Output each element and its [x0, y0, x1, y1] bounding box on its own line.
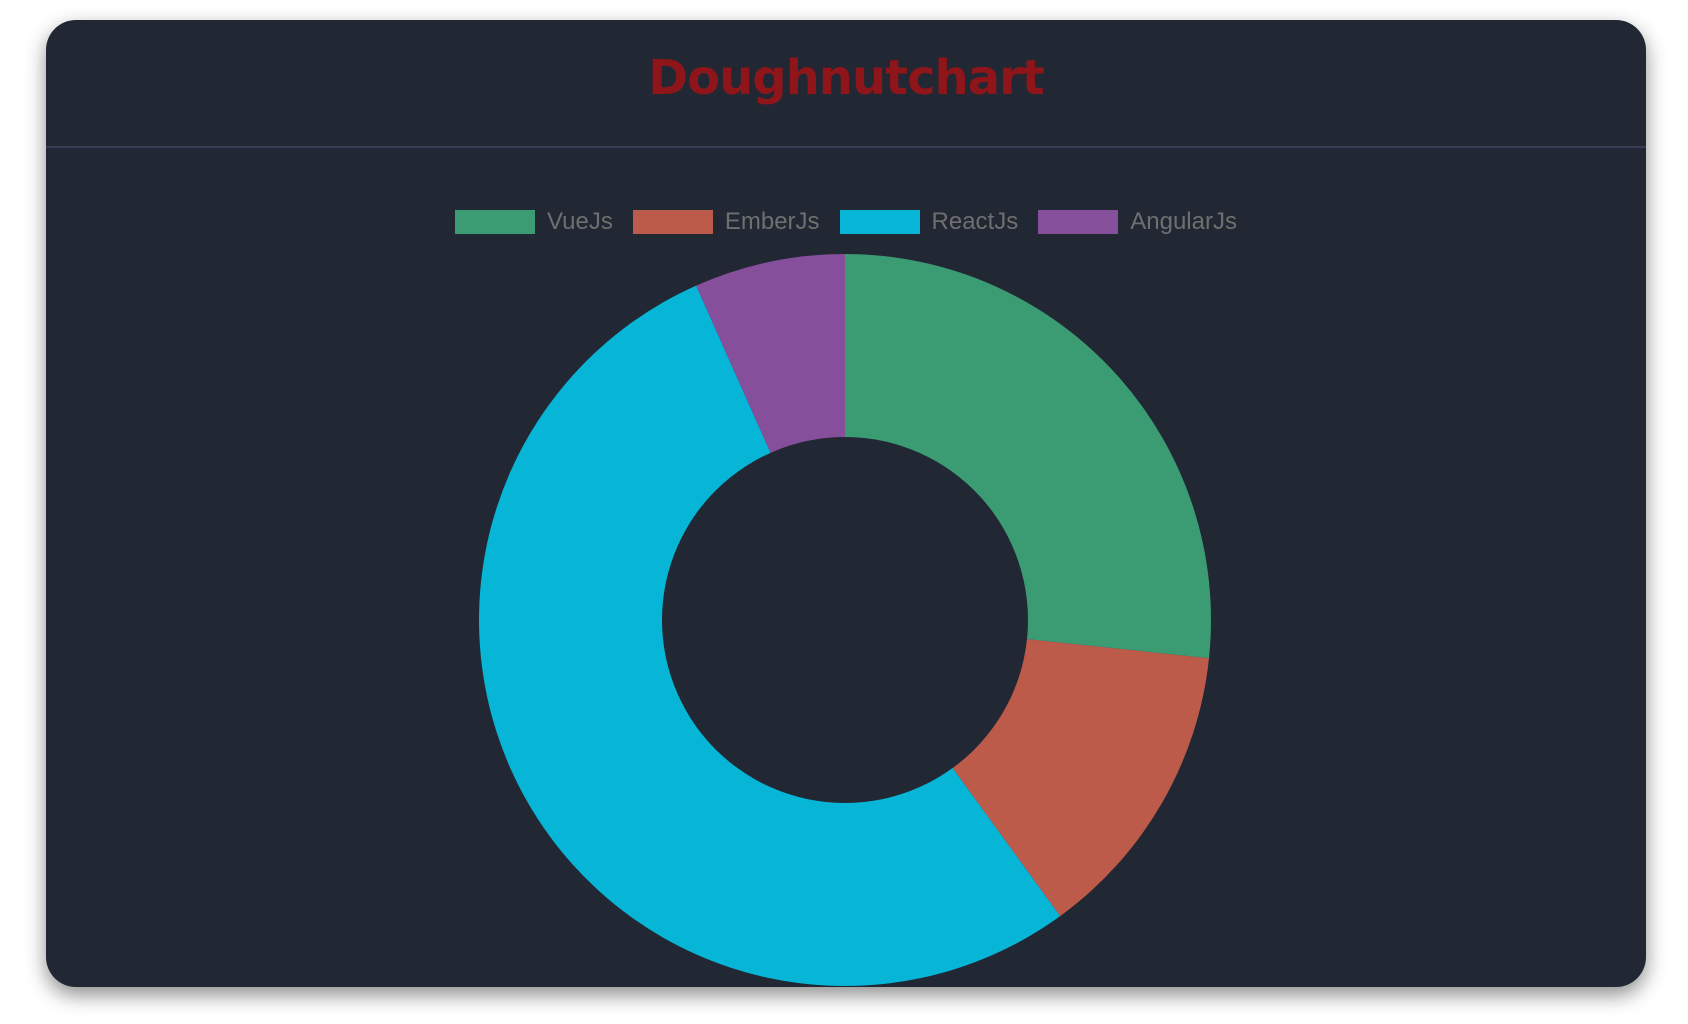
legend-item-vuejs[interactable]: VueJs — [455, 208, 613, 236]
chart-title: Doughnutchart — [648, 50, 1044, 106]
legend: VueJs EmberJs ReactJs AngularJs — [46, 208, 1646, 236]
chart-card: Doughnutchart VueJs EmberJs ReactJs Angular… — [46, 20, 1646, 987]
legend-swatch — [632, 210, 713, 234]
doughnut-chart — [478, 254, 1211, 987]
legend-swatch — [455, 210, 536, 234]
legend-item-angularjs[interactable]: AngularJs — [1038, 208, 1237, 236]
legend-label: AngularJs — [1130, 208, 1237, 235]
legend-item-emberjs[interactable]: EmberJs — [632, 208, 820, 236]
legend-label: EmberJs — [724, 208, 820, 235]
card-header: Doughnutchart — [46, 20, 1646, 148]
legend-label: VueJs — [547, 208, 613, 235]
slice-emberjs[interactable] — [952, 639, 1209, 917]
slice-reactjs[interactable] — [478, 285, 1061, 987]
legend-swatch — [839, 210, 920, 234]
slice-angularjs[interactable] — [696, 254, 845, 453]
legend-label: ReactJs — [931, 208, 1019, 235]
legend-item-reactjs[interactable]: ReactJs — [839, 208, 1019, 236]
legend-swatch — [1038, 210, 1119, 234]
slice-vuejs[interactable] — [845, 254, 1211, 659]
